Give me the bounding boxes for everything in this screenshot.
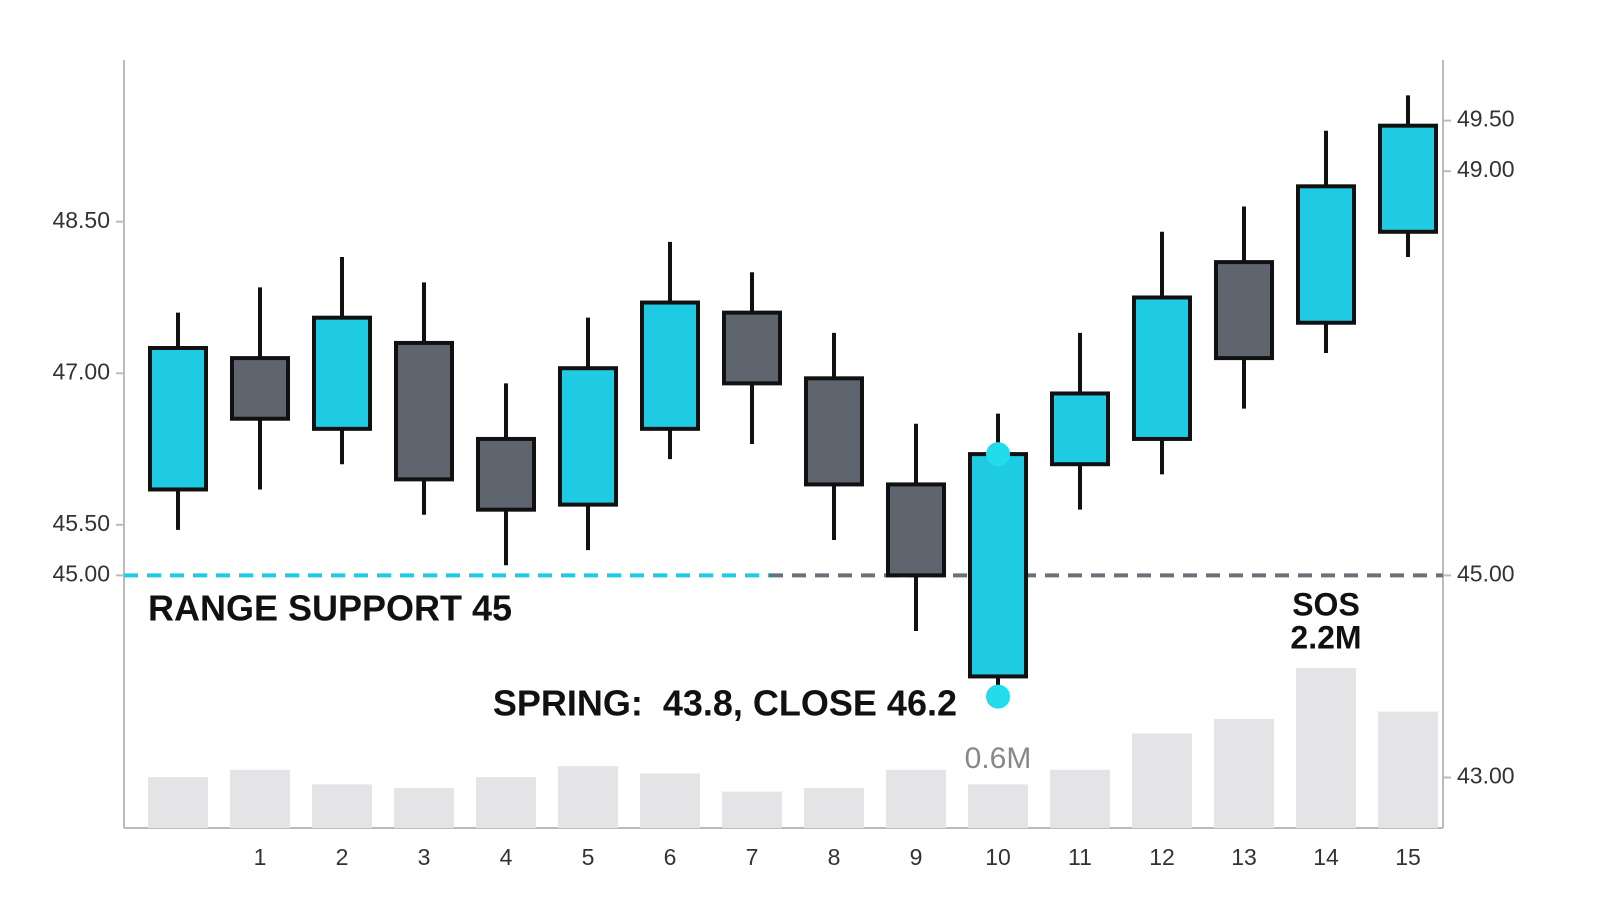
candle-body: [476, 436, 536, 512]
spring-low-marker: [986, 684, 1010, 709]
candle-body: [230, 356, 290, 421]
x-tick-label: 8: [828, 844, 841, 870]
volume-label: 0.6M: [965, 742, 1032, 775]
volume-bar: [886, 769, 946, 828]
candle-body: [148, 346, 208, 492]
x-tick-label: 13: [1231, 844, 1257, 870]
volume-label: 2.2M: [1290, 619, 1361, 655]
candle-body: [968, 452, 1028, 679]
support-label: RANGE SUPPORT 45: [148, 588, 512, 629]
volume-bar: [640, 773, 700, 828]
volume-bar: [230, 769, 290, 828]
candle-body: [1378, 123, 1438, 234]
y-tick-label: 47.00: [52, 358, 110, 384]
x-tick-label: 3: [418, 844, 431, 870]
volume-bar: [148, 777, 208, 828]
volume-bar: [1296, 668, 1356, 828]
candle-body: [1296, 184, 1356, 325]
volume-bar: [394, 788, 454, 828]
candle-body: [1132, 295, 1192, 441]
candle-body: [804, 376, 864, 487]
x-tick-label: 14: [1313, 844, 1339, 870]
candle-body: [1214, 260, 1274, 361]
x-tick-label: 9: [910, 844, 923, 870]
spring-annotation: SPRING: 43.8, CLOSE 46.2: [493, 683, 957, 724]
y-tick-label: 45.00: [52, 560, 110, 586]
spring-close-marker: [986, 442, 1010, 467]
y2-tick-label: 45.00: [1457, 560, 1515, 586]
volume-bar: [804, 788, 864, 828]
x-tick-label: 7: [746, 844, 759, 870]
y2-tick-label: 49.50: [1457, 106, 1515, 132]
y2-tick-label: 43.00: [1457, 763, 1515, 789]
x-tick-label: 5: [582, 844, 595, 870]
volume-bar: [968, 784, 1028, 828]
volume-bar: [722, 791, 782, 828]
volume-bar: [1378, 711, 1438, 828]
candle-body: [312, 315, 372, 431]
x-tick-label: 15: [1395, 844, 1421, 870]
x-tick-label: 2: [336, 844, 349, 870]
x-tick-label: 12: [1149, 844, 1175, 870]
y-tick-label: 48.50: [52, 207, 110, 233]
volume-bar: [558, 766, 618, 828]
volume-bar: [312, 784, 372, 828]
y-tick-label: 45.50: [52, 510, 110, 536]
candle-body: [640, 300, 700, 431]
volume-bar: [1050, 769, 1110, 828]
x-tick-label: 4: [500, 844, 513, 870]
x-tick-label: 1: [254, 844, 267, 870]
volume-bar: [1132, 733, 1192, 828]
volume-bar: [1214, 718, 1274, 828]
candle-body: [1050, 391, 1110, 467]
x-tick-label: 11: [1068, 844, 1092, 870]
candle-body: [886, 482, 946, 578]
candle-body: [722, 310, 782, 386]
sos-annotation: SOS: [1292, 586, 1360, 622]
candle-body: [558, 366, 618, 507]
x-tick-label: 6: [664, 844, 677, 870]
y2-tick-label: 49.00: [1457, 156, 1515, 182]
volume-bar: [476, 777, 536, 828]
candle-body: [394, 340, 454, 482]
x-tick-label: 10: [985, 844, 1011, 870]
